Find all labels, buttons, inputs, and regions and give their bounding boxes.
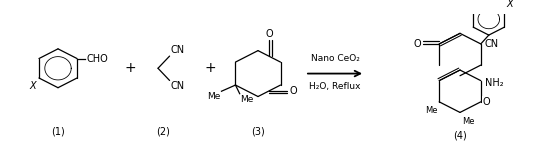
Text: O: O xyxy=(289,86,297,96)
Text: O: O xyxy=(483,97,490,107)
Text: Me: Me xyxy=(425,106,437,115)
Text: CN: CN xyxy=(171,81,184,91)
Text: Me: Me xyxy=(240,95,253,105)
Text: Nano CeO₂: Nano CeO₂ xyxy=(311,54,360,63)
Text: X: X xyxy=(29,81,36,91)
Text: (4): (4) xyxy=(453,131,467,141)
Text: (2): (2) xyxy=(156,127,170,137)
Text: O: O xyxy=(266,29,273,39)
Text: +: + xyxy=(204,61,216,75)
Text: X: X xyxy=(506,0,513,10)
Text: Me: Me xyxy=(207,92,221,101)
Text: NH₂: NH₂ xyxy=(485,78,503,88)
Text: CHO: CHO xyxy=(86,54,108,64)
Text: CN: CN xyxy=(485,39,499,49)
Text: (1): (1) xyxy=(51,127,65,137)
Text: H₂O, Reflux: H₂O, Reflux xyxy=(309,82,361,91)
Text: CN: CN xyxy=(171,45,184,55)
Text: (3): (3) xyxy=(251,127,265,137)
Text: Me: Me xyxy=(462,117,474,126)
Text: O: O xyxy=(413,39,421,49)
Text: +: + xyxy=(124,61,136,75)
